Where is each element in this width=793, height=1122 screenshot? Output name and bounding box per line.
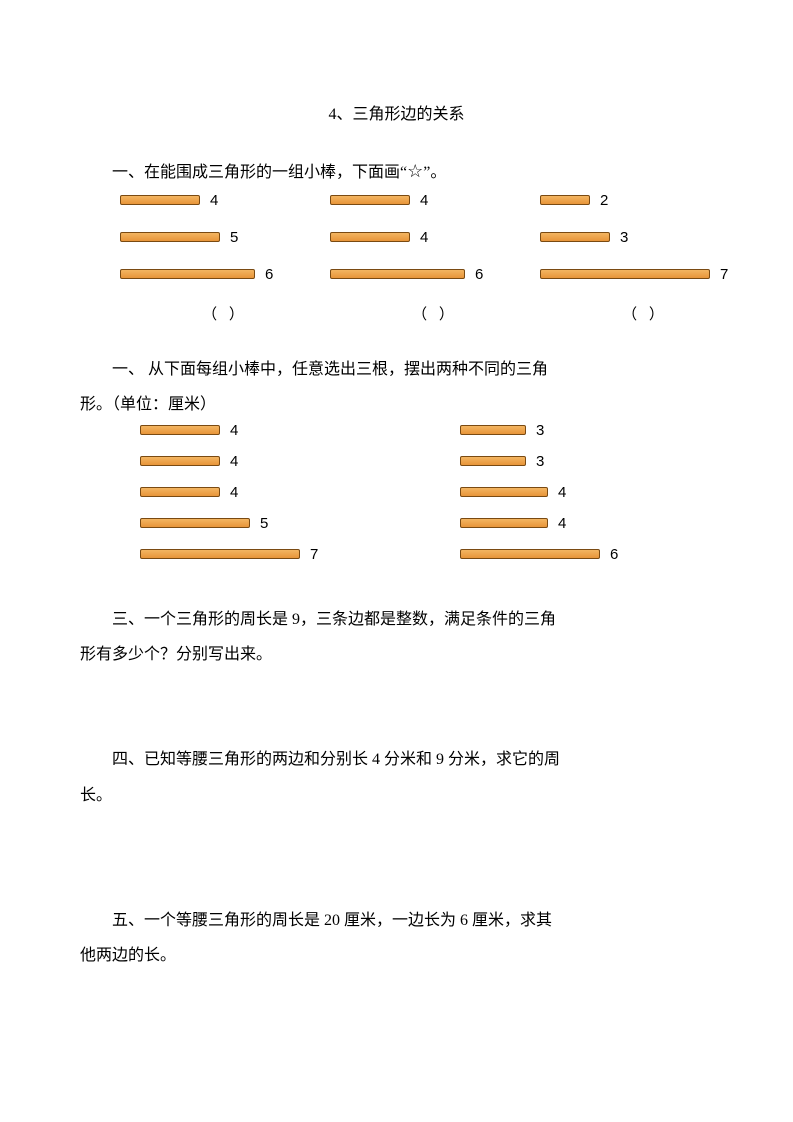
stick: [120, 269, 255, 279]
spacer: [80, 672, 713, 742]
stick: [330, 232, 410, 242]
stick-label: 4: [230, 453, 238, 470]
stick: [140, 549, 300, 559]
stick: [120, 232, 220, 242]
stick-label: 3: [620, 229, 628, 246]
q2-right-col: 3 3 4 4 6: [460, 422, 618, 577]
q3-line1: 三、一个三角形的周长是 9，三条边都是整数，满足条件的三角: [80, 602, 713, 637]
stick-label: 7: [310, 546, 318, 563]
stick: [540, 232, 610, 242]
stick-label: 3: [536, 453, 544, 470]
stick: [140, 456, 220, 466]
q1-prompt: 一、在能围成三角形的一组小棒，下面画“☆”。: [80, 152, 713, 192]
q2-prompt-line1: 一、 从下面每组小棒中，任意选出三根，摆出两种不同的三角: [80, 352, 713, 387]
q3-line2: 形有多少个？分别写出来。: [80, 637, 713, 672]
stick-label: 6: [475, 266, 483, 283]
stick-label: 4: [558, 484, 566, 501]
stick: [330, 269, 465, 279]
stick: [460, 518, 548, 528]
q1-prompt-a: 一、在能围成三角形的一组小棒，下面画“: [112, 164, 407, 181]
q5-line2: 他两边的长。: [80, 938, 713, 973]
stick-label: 4: [230, 422, 238, 439]
stick-label: 4: [420, 192, 428, 209]
page-title: 4、三角形边的关系: [80, 100, 713, 124]
q1-group-2: 4 4 6 （ ）: [330, 192, 540, 324]
stick-label: 2: [600, 192, 608, 209]
stick: [140, 518, 250, 528]
stick-label: 4: [558, 515, 566, 532]
stick-label: 5: [230, 229, 238, 246]
stick: [460, 487, 548, 497]
stick: [460, 549, 600, 559]
stick-label: 4: [230, 484, 238, 501]
stick: [460, 425, 526, 435]
stick: [140, 487, 220, 497]
q1-group-3: 2 3 7 （ ）: [540, 192, 750, 324]
stick-label: 5: [260, 515, 268, 532]
stick: [540, 269, 710, 279]
stick: [540, 195, 590, 205]
stick-label: 7: [720, 266, 728, 283]
stick-label: 4: [210, 192, 218, 209]
star-icon: ☆: [407, 161, 423, 181]
q5-line1: 五、一个等腰三角形的周长是 20 厘米，一边长为 6 厘米，求其: [80, 903, 713, 938]
stick-label: 4: [420, 229, 428, 246]
stick: [460, 456, 526, 466]
spacer: [80, 813, 713, 903]
stick: [140, 425, 220, 435]
q1-group-1: 4 5 6 （ ）: [120, 192, 330, 324]
stick-label: 3: [536, 422, 544, 439]
q1-sticks: 4 5 6 （ ） 4 4 6 （ ） 2 3 7 （ ）: [120, 192, 713, 352]
q4-line2: 长。: [80, 778, 713, 813]
stick: [330, 195, 410, 205]
q1-prompt-b: ”。: [423, 164, 446, 181]
q2-sticks: 4 4 4 5 7 3 3 4 4 6: [140, 422, 713, 602]
answer-slot: （ ）: [540, 303, 750, 324]
q2-prompt-line2: 形。（单位：厘米）: [80, 387, 713, 422]
answer-slot: （ ）: [120, 303, 330, 324]
stick-label: 6: [265, 266, 273, 283]
stick: [120, 195, 200, 205]
stick-label: 6: [610, 546, 618, 563]
q2-left-col: 4 4 4 5 7: [140, 422, 318, 577]
answer-slot: （ ）: [330, 303, 540, 324]
worksheet-page: 4、三角形边的关系 一、在能围成三角形的一组小棒，下面画“☆”。 4 5 6 （…: [0, 0, 793, 1122]
q4-line1: 四、已知等腰三角形的两边和分别长 4 分米和 9 分米，求它的周: [80, 742, 713, 777]
